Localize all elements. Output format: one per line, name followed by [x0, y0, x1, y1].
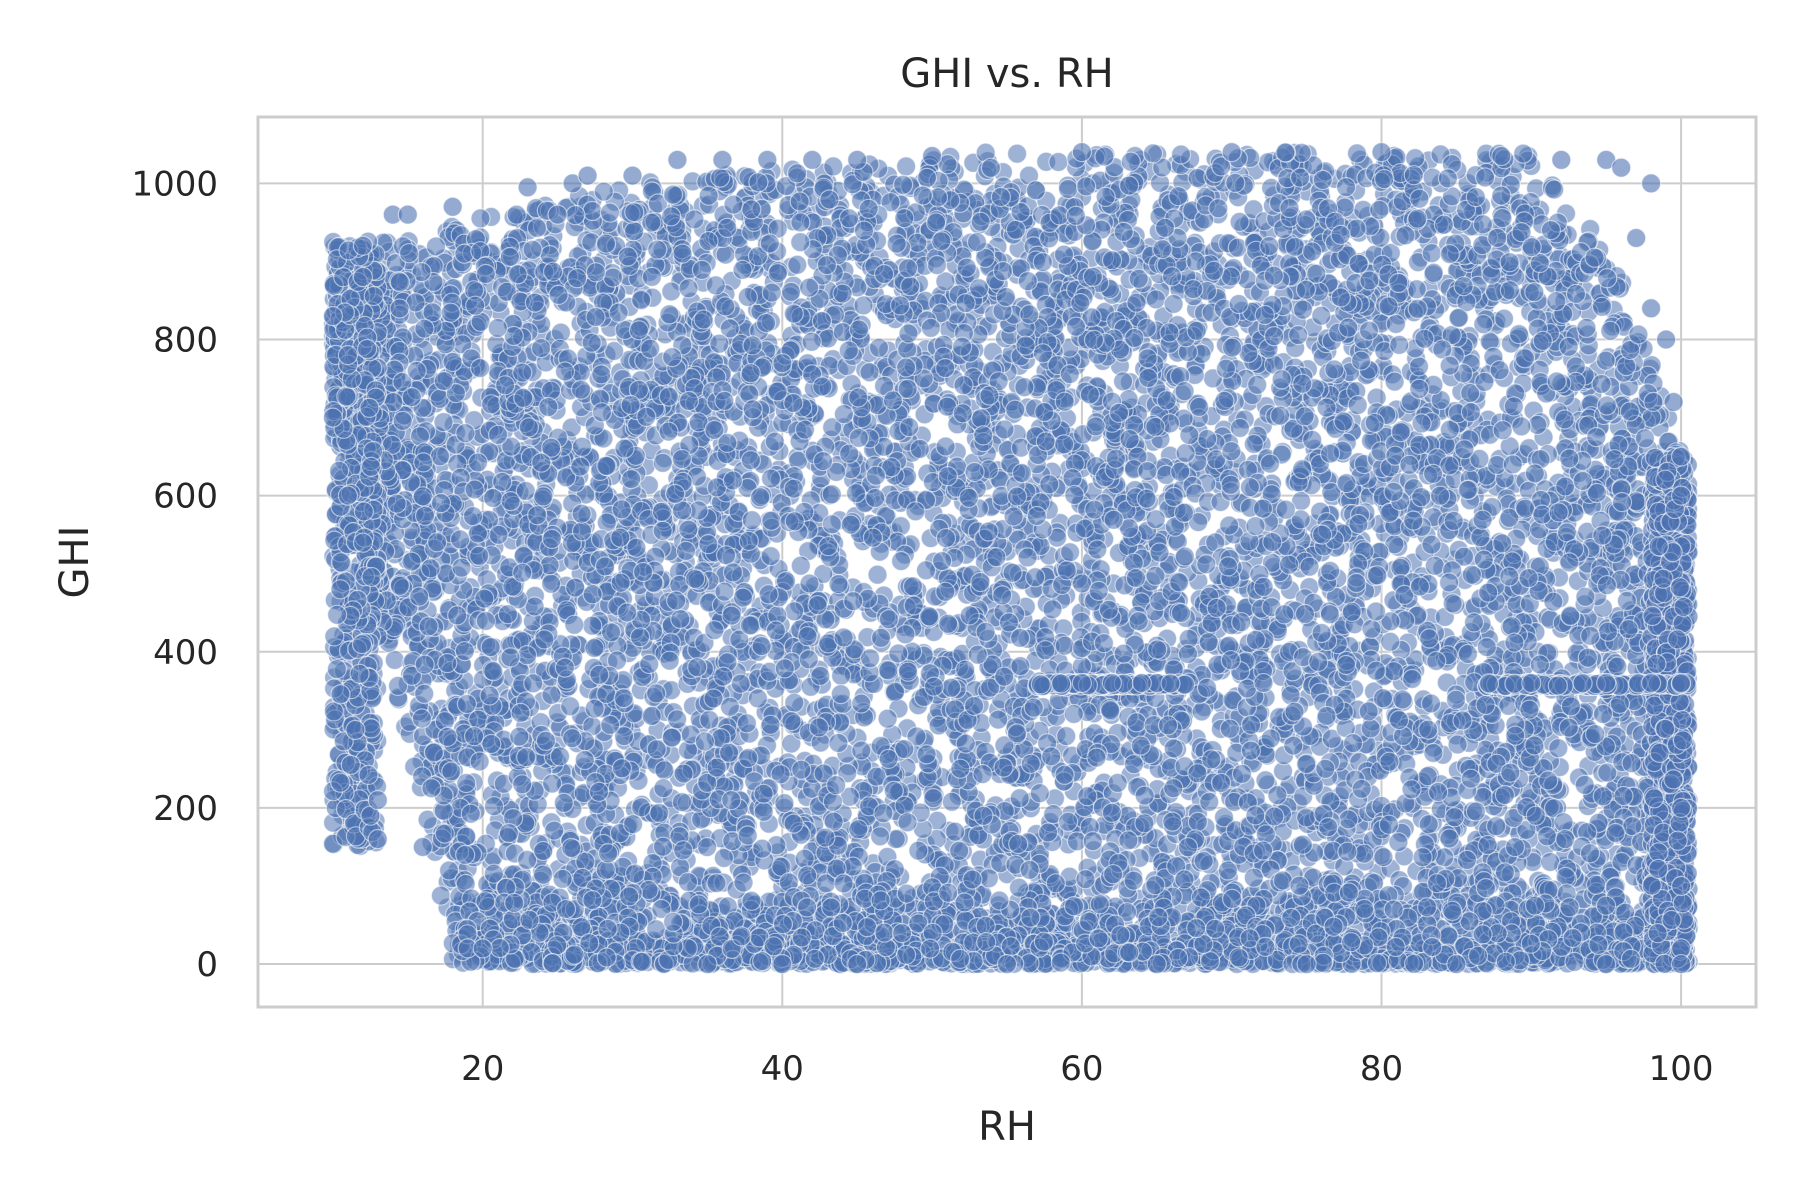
scatter-point: [481, 394, 502, 415]
scatter-point: [384, 649, 405, 671]
scatter-point: [1493, 308, 1515, 329]
scatter-point: [1418, 814, 1439, 835]
scatter-point: [661, 281, 682, 302]
scatter-point: [823, 156, 844, 177]
scatter-point: [867, 564, 888, 585]
scatter-points: [322, 142, 1699, 975]
scatter-point: [1191, 701, 1212, 722]
scatter-point: [1423, 742, 1444, 764]
scatter-point: [941, 791, 962, 812]
scatter-point: [1470, 527, 1491, 548]
scatter-point: [1346, 143, 1368, 164]
scatter-point: [430, 885, 451, 906]
scatter-point: [780, 281, 802, 302]
scatter-point: [794, 848, 815, 869]
scatter-point: [868, 337, 890, 358]
scatter-point: [1229, 417, 1251, 439]
scatter-point: [1492, 208, 1513, 229]
scatter-point: [713, 847, 735, 869]
chart-title: GHI vs. RH: [900, 51, 1113, 97]
scatter-point: [1006, 143, 1028, 164]
scatter-point: [652, 452, 673, 473]
scatter-point: [1048, 151, 1069, 173]
scatter-point: [1255, 770, 1276, 791]
scatter-point: [1188, 396, 1210, 417]
scatter-point: [1112, 371, 1134, 392]
scatter-point: [787, 254, 808, 275]
scatter-point: [784, 692, 805, 713]
scatter-point: [859, 362, 880, 383]
